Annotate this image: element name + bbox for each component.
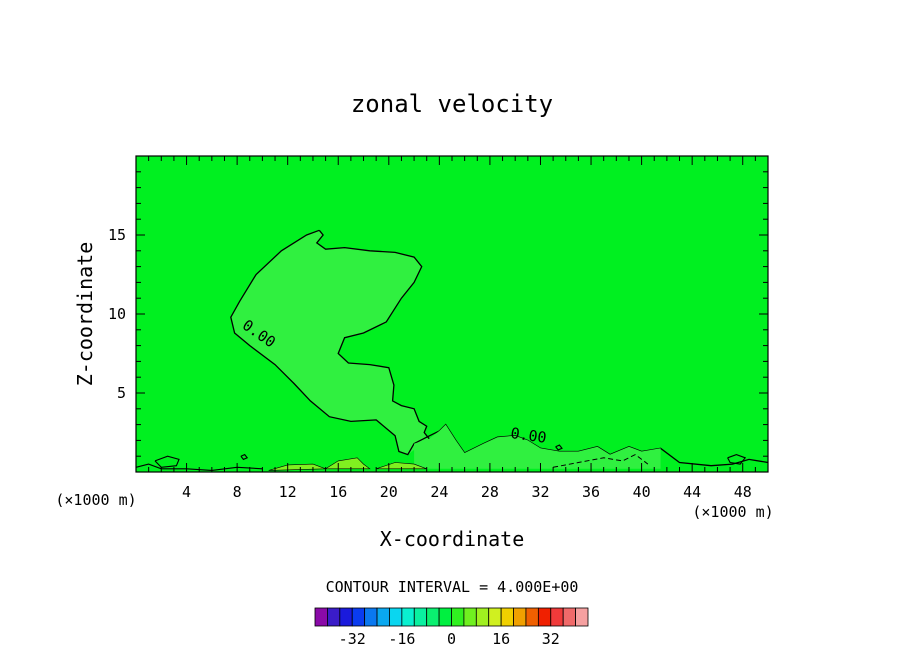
colorbar-tick-label: 16	[492, 630, 510, 648]
plot-area: 0.000.00	[135, 155, 769, 473]
y-axis-ticks: 5 10 15	[108, 171, 768, 457]
x-tick-label: 12	[279, 483, 297, 501]
colorbar-swatch	[438, 607, 452, 627]
colorbar-swatch	[500, 607, 514, 627]
colorbar-swatch	[389, 607, 403, 627]
x-tick-label: 48	[734, 483, 752, 501]
x-tick-label: 16	[329, 483, 347, 501]
y-tick-label: 15	[108, 226, 126, 244]
x-tick-label: 32	[531, 483, 549, 501]
positive-velocity-patch	[268, 463, 326, 471]
colorbar-swatch	[525, 607, 539, 627]
y-tick-label: 10	[108, 305, 126, 323]
colorbar-swatch	[562, 607, 576, 627]
colorbar-swatch	[426, 607, 440, 627]
zero-contour-upper-line	[315, 229, 430, 440]
colorbar-swatch	[413, 607, 428, 627]
x-tick-label: 44	[683, 483, 701, 501]
x-tick-label: 40	[633, 483, 651, 501]
x-tick-label: 24	[430, 483, 448, 501]
positive-velocity-patch	[324, 457, 371, 470]
x-unit-label-right: (×1000 m)	[692, 503, 773, 521]
colorbar-tick-label: -16	[388, 630, 415, 648]
contour-interval-text: CONTOUR INTERVAL = 4.000E+00	[326, 578, 579, 596]
x-axis-ticks: 4 8 12 16 20 24 28 32 36 40 44 48	[148, 156, 756, 501]
x-tick-label: 8	[233, 483, 242, 501]
colorbar-tick-label: 0	[447, 630, 456, 648]
colorbar-swatch	[351, 607, 366, 627]
x-tick-label: 36	[582, 483, 600, 501]
colorbar-tick-label: 32	[542, 630, 560, 648]
small-contour-loop	[727, 454, 747, 465]
colorbar-swatch	[513, 607, 527, 627]
contour-label: 0.00	[509, 424, 547, 447]
x-axis-label: X-coordinate	[380, 527, 525, 551]
y-axis-label: Z-coordinate	[73, 242, 97, 387]
small-contour-loop	[154, 455, 180, 468]
colorbar-swatch	[463, 607, 477, 627]
chart-title: zonal velocity	[351, 90, 553, 118]
colorbar-swatch	[401, 607, 415, 627]
x-tick-label: 20	[380, 483, 398, 501]
colorbar-tick-label: -32	[339, 630, 366, 648]
surface-negative-band	[414, 424, 661, 469]
colorbar-labels: -32 -16 0 16 32	[339, 630, 560, 648]
colorbar	[314, 607, 589, 627]
velocity-field-background	[136, 156, 768, 472]
x-tick-label: 4	[182, 483, 191, 501]
colorbar-swatch	[339, 607, 353, 627]
colorbar-swatch	[451, 607, 465, 627]
colorbar-swatch	[376, 607, 390, 627]
colorbar-swatch	[475, 607, 490, 627]
x-unit-label-left: (×1000 m)	[55, 491, 136, 509]
colorbar-swatch	[575, 607, 589, 627]
x-tick-label: 28	[481, 483, 499, 501]
negative-velocity-region	[230, 230, 430, 455]
colorbar-swatch	[550, 607, 564, 627]
colorbar-swatch	[537, 607, 552, 627]
colorbar-swatch	[364, 607, 378, 627]
colorbar-swatch	[488, 607, 502, 627]
colorbar-swatch	[314, 607, 328, 627]
y-tick-label: 5	[117, 384, 126, 402]
small-contour-loop	[555, 444, 563, 451]
colorbar-swatch	[327, 607, 341, 627]
small-contour-loop	[240, 453, 249, 461]
